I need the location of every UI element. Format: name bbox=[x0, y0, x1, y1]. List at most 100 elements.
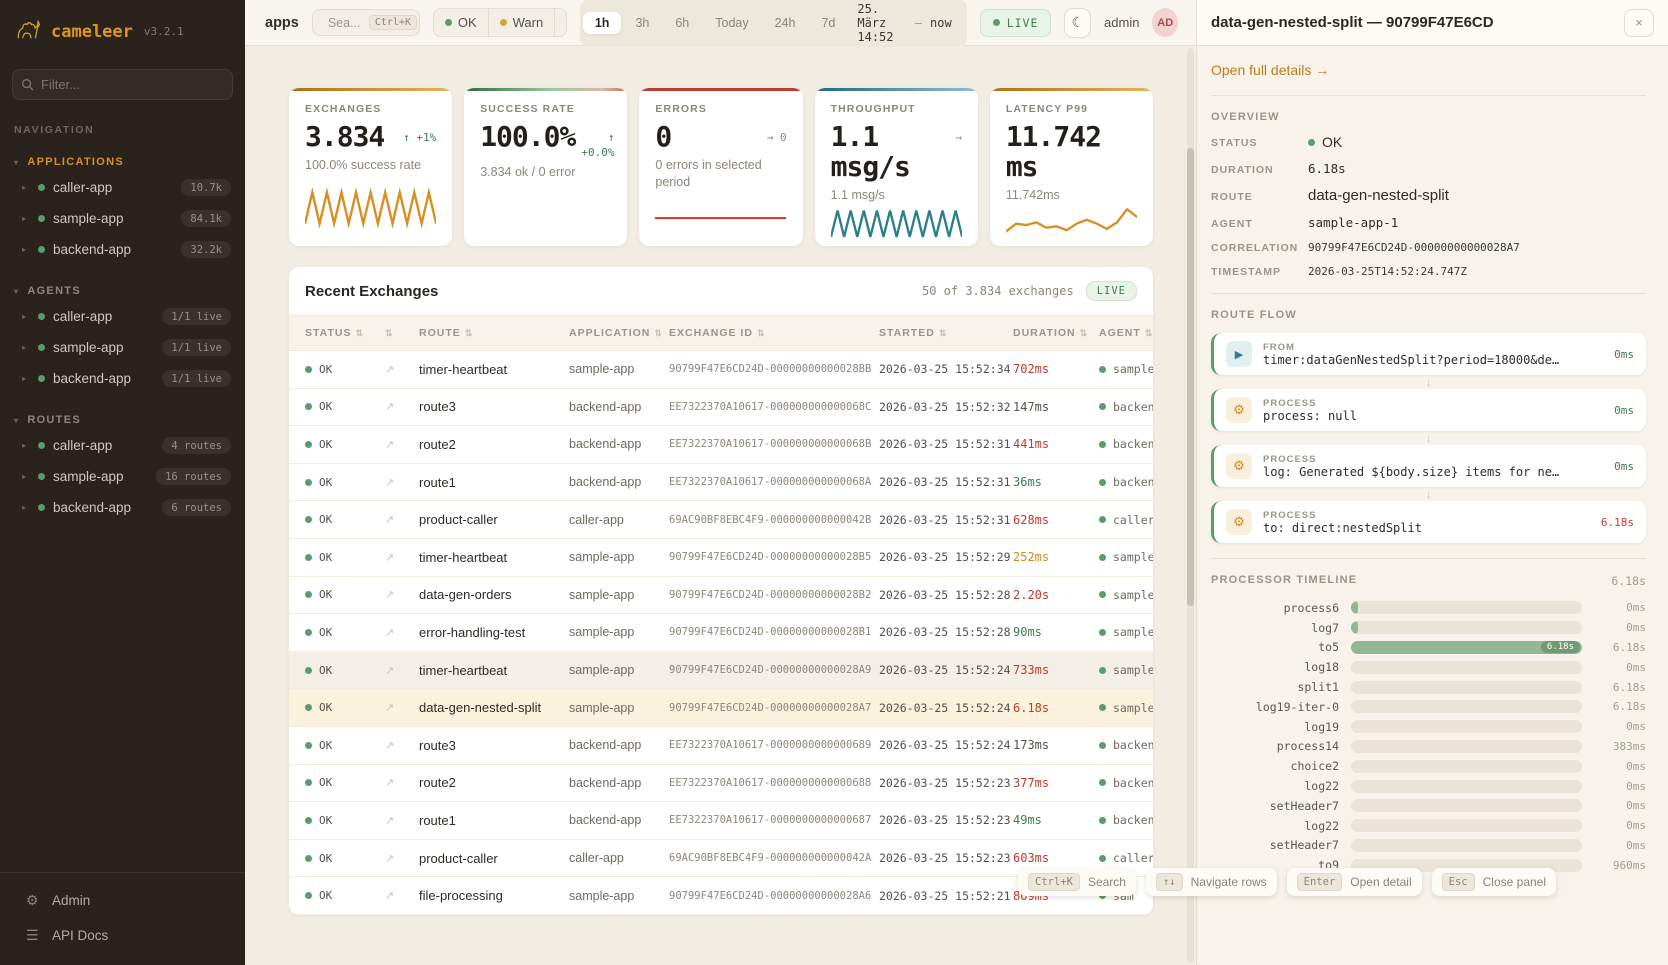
table-row[interactable]: OK ↗ route1 backend-app EE7322370A10617-0000… bbox=[289, 802, 1153, 840]
sidebar-item-backend-app[interactable]: ▸ backend-app 6 routes bbox=[0, 492, 245, 523]
timeline-row[interactable]: log7 0ms bbox=[1211, 618, 1646, 638]
range-button-1h[interactable]: 1h bbox=[582, 11, 622, 34]
search-input[interactable] bbox=[327, 15, 362, 30]
table-row[interactable]: OK ↗ timer-heartbeat sample-app 90799F47E6CD… bbox=[289, 651, 1153, 690]
flow-step-text: process: null bbox=[1263, 408, 1357, 423]
timeline-row[interactable]: process14 383ms bbox=[1211, 737, 1646, 757]
search-box[interactable]: Ctrl+K bbox=[311, 9, 420, 36]
section-header-agents[interactable]: ▾ AGENTS bbox=[0, 281, 245, 301]
metric-value: 0 bbox=[655, 120, 672, 153]
open-exchange-icon[interactable]: ↗ bbox=[385, 702, 395, 715]
range-button-today[interactable]: Today bbox=[703, 12, 760, 34]
overview-field-correlation: CORRELATION 90799F47E6CD24D-0000000000002… bbox=[1211, 241, 1646, 254]
open-exchange-icon[interactable]: ↗ bbox=[385, 739, 395, 752]
table-row[interactable]: OK ↗ route3 backend-app EE7322370A10617-0000… bbox=[289, 727, 1153, 765]
column-header-link[interactable]: ⇅ bbox=[385, 328, 419, 339]
open-exchange-icon[interactable]: ↗ bbox=[385, 363, 395, 376]
open-exchange-icon[interactable]: ↗ bbox=[385, 664, 395, 677]
column-header-duration[interactable]: DURATION ⇅ bbox=[1013, 327, 1099, 339]
timeline-bar-track bbox=[1351, 759, 1582, 773]
column-header-route[interactable]: ROUTE ⇅ bbox=[419, 327, 569, 339]
sidebar-item-caller-app[interactable]: ▸ caller-app 4 routes bbox=[0, 430, 245, 461]
timeline-row[interactable]: choice2 0ms bbox=[1211, 756, 1646, 776]
status-filter-e[interactable]: E bbox=[554, 9, 566, 36]
sidebar-filter-input[interactable] bbox=[12, 69, 233, 100]
flow-step[interactable]: ⚙ PROCESS to: direct:nestedSplit 6.18s bbox=[1211, 501, 1646, 543]
open-exchange-icon[interactable]: ↗ bbox=[385, 777, 395, 790]
open-exchange-icon[interactable]: ↗ bbox=[385, 890, 395, 903]
sparkline-chart bbox=[830, 204, 962, 243]
table-row[interactable]: OK ↗ product-caller caller-app 69AC90BF8EBC4… bbox=[289, 840, 1153, 878]
sidebar-item-caller-app[interactable]: ▸ caller-app 1/1 live bbox=[0, 301, 245, 332]
table-row[interactable]: OK ↗ route1 backend-app EE7322370A10617-0000… bbox=[289, 464, 1153, 502]
live-button[interactable]: LIVE bbox=[979, 8, 1052, 37]
table-row[interactable]: OK ↗ route2 backend-app EE7322370A10617-0000… bbox=[289, 426, 1153, 464]
panel-body: Open full details → OVERVIEW STATUS OK DUR… bbox=[1197, 46, 1668, 965]
timeline-row[interactable]: log22 0ms bbox=[1211, 816, 1646, 836]
status-filter-warn[interactable]: Warn bbox=[487, 9, 555, 36]
date-range-display[interactable]: 25. März 14:52 — now bbox=[849, 2, 963, 44]
open-full-details-link[interactable]: Open full details → bbox=[1211, 62, 1330, 78]
table-row[interactable]: OK ↗ route2 backend-app EE7322370A10617-0000… bbox=[289, 765, 1153, 803]
table-row[interactable]: OK ↗ data-gen-nested-split sample-app 90799F… bbox=[289, 689, 1153, 727]
timeline-row[interactable]: to5 6.18s 6.18s bbox=[1211, 638, 1646, 658]
sidebar-item-sample-app[interactable]: ▸ sample-app 16 routes bbox=[0, 461, 245, 492]
column-header-exchange-id[interactable]: EXCHANGE ID ⇅ bbox=[669, 327, 879, 339]
status-label: OK bbox=[319, 776, 333, 790]
theme-toggle-button[interactable]: ☾ bbox=[1064, 7, 1092, 38]
timeline-row[interactable]: log18 0ms bbox=[1211, 657, 1646, 677]
timeline-row[interactable]: log22 0ms bbox=[1211, 776, 1646, 796]
sidebar-item-backend-app[interactable]: ▸ backend-app 32.2k bbox=[0, 234, 245, 265]
sidebar-item-sample-app[interactable]: ▸ sample-app 84.1k bbox=[0, 203, 245, 234]
table-row[interactable]: OK ↗ product-caller caller-app 69AC90BF8EBC4… bbox=[289, 501, 1153, 539]
status-cell: OK bbox=[305, 664, 385, 677]
open-exchange-icon[interactable]: ↗ bbox=[385, 551, 395, 564]
avatar[interactable]: AD bbox=[1152, 8, 1178, 37]
timeline-row[interactable]: log19 0ms bbox=[1211, 717, 1646, 737]
column-header-status[interactable]: STATUS ⇅ bbox=[305, 327, 385, 339]
range-button-7d[interactable]: 7d bbox=[809, 12, 847, 34]
flow-step[interactable]: ⚙ PROCESS log: Generated ${body.size} item… bbox=[1211, 445, 1646, 487]
table-row[interactable]: OK ↗ route3 backend-app EE7322370A10617-0000… bbox=[289, 389, 1153, 427]
section-header-applications[interactable]: ▾ APPLICATIONS bbox=[0, 152, 245, 172]
flow-step[interactable]: ▶ FROM timer:dataGenNestedSplit?period=180… bbox=[1211, 333, 1646, 375]
open-exchange-icon[interactable]: ↗ bbox=[385, 401, 395, 414]
close-button[interactable]: × bbox=[1624, 8, 1654, 37]
footer-item-admin[interactable]: ⚙ Admin bbox=[0, 883, 245, 918]
timeline-row[interactable]: process6 0ms bbox=[1211, 598, 1646, 618]
open-exchange-icon[interactable]: ↗ bbox=[385, 852, 395, 865]
section-header-routes[interactable]: ▾ ROUTES bbox=[0, 410, 245, 430]
sidebar-item-backend-app[interactable]: ▸ backend-app 1/1 live bbox=[0, 363, 245, 394]
open-exchange-icon[interactable]: ↗ bbox=[385, 589, 395, 602]
table-row[interactable]: OK ↗ data-gen-orders sample-app 90799F47E6CD… bbox=[289, 577, 1153, 615]
status-cell: OK bbox=[305, 588, 385, 601]
timeline-row[interactable]: log19-iter-0 6.18s bbox=[1211, 697, 1646, 717]
flow-step[interactable]: ⚙ PROCESS process: null 0ms bbox=[1211, 389, 1646, 431]
open-exchange-icon[interactable]: ↗ bbox=[385, 814, 395, 827]
open-exchange-icon[interactable]: ↗ bbox=[385, 514, 395, 527]
duration-cell: 173ms bbox=[1013, 738, 1050, 753]
column-header-started[interactable]: STARTED ⇅ bbox=[879, 327, 1013, 339]
timeline-row[interactable]: setHeader7 0ms bbox=[1211, 836, 1646, 856]
open-exchange-icon[interactable]: ↗ bbox=[385, 476, 395, 489]
footer-item-api-docs[interactable]: ☰ API Docs bbox=[0, 918, 245, 953]
flow-step-main: FROM timer:dataGenNestedSplit?period=1800… bbox=[1263, 342, 1563, 367]
table-row[interactable]: OK ↗ timer-heartbeat sample-app 90799F47E6CD… bbox=[289, 351, 1153, 389]
table-row[interactable]: OK ↗ error-handling-test sample-app 90799F47… bbox=[289, 614, 1153, 652]
timeline-row[interactable]: setHeader7 0ms bbox=[1211, 796, 1646, 816]
scrollbar-thumb[interactable] bbox=[1187, 148, 1194, 606]
table-row[interactable]: OK ↗ timer-heartbeat sample-app 90799F47E6CD… bbox=[289, 539, 1153, 577]
range-button-6h[interactable]: 6h bbox=[663, 12, 701, 34]
sidebar-item-caller-app[interactable]: ▸ caller-app 10.7k bbox=[0, 172, 245, 203]
status-filter-ok[interactable]: OK bbox=[434, 9, 488, 36]
metric-cards: EXCHANGES 3.834 ↑ +1% 100.0% success rate SU… bbox=[289, 88, 1154, 246]
column-header-agent[interactable]: AGENT ⇅ bbox=[1099, 327, 1153, 339]
sidebar-item-sample-app[interactable]: ▸ sample-app 1/1 live bbox=[0, 332, 245, 363]
open-exchange-icon[interactable]: ↗ bbox=[385, 626, 395, 639]
range-button-3h[interactable]: 3h bbox=[623, 12, 661, 34]
column-header-application[interactable]: APPLICATION ⇅ bbox=[569, 327, 669, 339]
timeline-row[interactable]: split1 6.18s bbox=[1211, 677, 1646, 697]
open-exchange-icon[interactable]: ↗ bbox=[385, 438, 395, 451]
range-button-24h[interactable]: 24h bbox=[763, 12, 808, 34]
scrollbar-track[interactable] bbox=[1187, 48, 1194, 963]
